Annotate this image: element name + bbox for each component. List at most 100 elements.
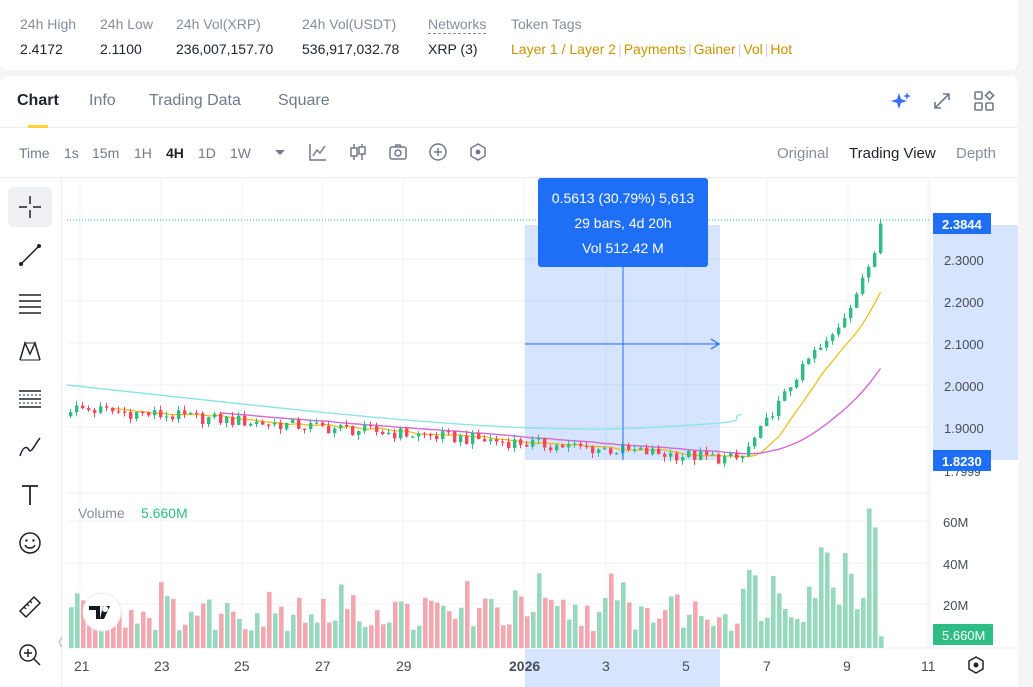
fullscreen-icon[interactable] (931, 90, 953, 112)
networks-value[interactable]: XRP (3) (428, 41, 478, 57)
candle-body (375, 426, 379, 432)
volume-bar (825, 552, 830, 648)
view-depth[interactable]: Depth (956, 145, 997, 162)
candle-body (495, 439, 499, 442)
tab-square[interactable]: Square (278, 92, 330, 109)
ai-sparkle-icon[interactable] (890, 90, 912, 112)
candle-body (135, 412, 139, 419)
scroll-left-icon[interactable] (58, 636, 63, 648)
stat-networks[interactable]: Networks XRP (3) (428, 16, 487, 57)
timeframe-label[interactable]: Time (19, 145, 50, 161)
volume-bar (537, 573, 542, 648)
ruler-tool[interactable] (8, 587, 52, 627)
moving-average-lines (66, 291, 882, 458)
horizontal-lines-tool[interactable] (8, 283, 52, 323)
drawing-toolbar (0, 179, 62, 687)
candle-body (651, 448, 655, 455)
candle-body (675, 453, 679, 461)
candle-body (459, 435, 463, 443)
timeframe-1d[interactable]: 1D (198, 145, 216, 161)
volume-bar (867, 508, 872, 648)
candle-body (771, 416, 775, 418)
tag-link[interactable]: Gainer (693, 41, 736, 57)
candle-body (111, 407, 115, 412)
layout-grid-icon[interactable] (973, 90, 995, 112)
camera-icon[interactable] (388, 142, 408, 162)
volume-bar (567, 619, 572, 648)
range-low-badge (933, 450, 991, 471)
volume-bar (201, 603, 206, 648)
volume-bar (873, 527, 878, 648)
timeframe-1w[interactable]: 1W (230, 145, 251, 161)
volume-bar (609, 573, 614, 648)
stat-24h-vol-usdt: 24h Vol(USDT) 536,917,032.78 (302, 16, 399, 57)
brush-tool[interactable] (8, 427, 52, 467)
time-tick: 25 (234, 658, 250, 674)
candle-body (219, 413, 223, 424)
volume-bar (771, 575, 776, 648)
tag-link[interactable]: Layer 1 / Layer 2 (511, 41, 617, 57)
candle-body (393, 432, 397, 439)
tab-info[interactable]: Info (89, 92, 116, 109)
pattern-tool[interactable] (8, 331, 52, 371)
networks-label[interactable]: Networks (428, 16, 487, 34)
volume-bar (459, 607, 464, 648)
candle-body (687, 450, 691, 458)
candle-body (207, 417, 211, 425)
candle-body (549, 447, 553, 451)
settings-hexagon-icon[interactable] (468, 142, 488, 162)
candle-body (663, 453, 667, 457)
candle-body (639, 447, 643, 450)
volume-bar (429, 600, 434, 648)
candle-body (783, 391, 787, 401)
candle-body (189, 412, 193, 415)
volume-bar (669, 596, 674, 648)
add-circle-icon[interactable] (428, 142, 448, 162)
volume-bar (75, 593, 80, 648)
zoom-tool[interactable] (8, 635, 52, 675)
chevron-down-icon[interactable] (270, 142, 290, 162)
view-trading-view[interactable]: Trading View (849, 145, 936, 162)
tag-link[interactable]: Hot (770, 41, 793, 57)
volume-bar (849, 573, 854, 648)
volume-bar (543, 597, 548, 648)
volume-bar (105, 629, 110, 648)
tag-link[interactable]: Vol (743, 41, 763, 57)
trendline-tool[interactable] (8, 235, 52, 275)
volume-bar (255, 613, 260, 648)
candle-body (351, 426, 355, 435)
stat-label: 24h High (20, 16, 77, 32)
timeframe-1s[interactable]: 1s (64, 145, 79, 161)
volume-bar (333, 620, 338, 648)
candle-body (123, 411, 127, 413)
crosshair-tool[interactable] (8, 187, 52, 227)
indicators-icon[interactable] (308, 142, 328, 162)
stat-value: 2.1100 (100, 41, 142, 57)
volume-bar (495, 607, 500, 648)
view-original[interactable]: Original (777, 145, 829, 162)
volume-legend-label: Volume (78, 505, 125, 521)
stat-24h-vol-xrp: 24h Vol(XRP) 236,007,157.70 (176, 16, 273, 57)
timeframe-15m[interactable]: 15m (92, 145, 120, 161)
tag-link[interactable]: Payments (623, 41, 686, 57)
emoji-tool[interactable] (8, 523, 52, 563)
token-tags-label: Token Tags (511, 16, 582, 32)
timeframe-4h[interactable]: 4H (166, 145, 184, 161)
tab-trading-data[interactable]: Trading Data (149, 92, 241, 109)
timeframe-1h[interactable]: 1H (134, 145, 152, 161)
fib-tool[interactable] (8, 379, 52, 419)
time-tick: 27 (315, 658, 331, 674)
chart-settings-icon[interactable] (968, 656, 984, 674)
stat-token-tags: Token Tags Layer 1 / Layer 2 | Payments | Ga… (511, 16, 792, 57)
volume-bar (675, 594, 680, 648)
volume-bar (741, 588, 746, 648)
candle-type-icon[interactable] (348, 142, 368, 162)
candle-body (195, 412, 199, 414)
tab-chart[interactable]: Chart (17, 92, 59, 109)
volume-legend-value: 5.660M (141, 505, 188, 521)
candle-body (855, 293, 859, 308)
candle-body (837, 327, 841, 335)
text-tool[interactable] (8, 475, 52, 515)
candle-body (249, 423, 253, 426)
